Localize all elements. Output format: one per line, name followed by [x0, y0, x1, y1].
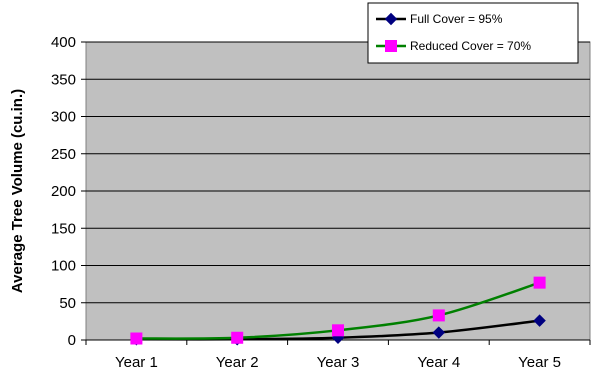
legend-item: Reduced Cover = 70% [376, 39, 531, 53]
y-axis-label: Average Tree Volume (cu.in.) [9, 89, 26, 293]
data-point-square [432, 309, 445, 322]
x-tick-label: Year 3 [317, 354, 360, 371]
y-tick-label: 150 [51, 220, 76, 237]
legend-label: Reduced Cover = 70% [410, 39, 531, 53]
legend: Full Cover = 95% Reduced Cover = 70% [367, 2, 579, 64]
data-point-square [130, 332, 143, 345]
x-tick-label: Year 5 [518, 354, 561, 371]
y-tick-label: 0 [68, 332, 76, 349]
y-tick-label: 300 [51, 109, 76, 126]
y-tick-label: 100 [51, 258, 76, 275]
gridlines [86, 41, 590, 304]
data-point-square [231, 331, 244, 344]
x-axis-ticks: Year 1 Year 2 Year 3 Year 4 Year 5 [85, 339, 591, 371]
series-2 [130, 276, 546, 345]
y-tick-label: 50 [59, 295, 76, 312]
x-tick-label: Year 4 [417, 354, 460, 371]
legend-item: Full Cover = 95% [376, 12, 503, 26]
data-point-diamond [384, 12, 398, 26]
y-tick-label: 200 [51, 183, 76, 200]
y-tick-label: 400 [51, 34, 76, 51]
legend-box [367, 2, 579, 64]
x-tick-label: Year 2 [216, 354, 259, 371]
x-tick-label: Year 1 [115, 354, 158, 371]
data-point-square [385, 40, 397, 52]
data-point-square [332, 324, 344, 337]
y-axis-ticks: 0 50 100 150 200 250 300 350 400 [51, 34, 86, 349]
series-group [130, 276, 546, 346]
y-tick-label: 350 [51, 71, 76, 88]
data-point-diamond [432, 326, 446, 339]
data-point-diamond [533, 314, 546, 327]
data-point-square [533, 276, 546, 289]
legend-label: Full Cover = 95% [410, 12, 503, 26]
y-tick-label: 250 [51, 146, 76, 163]
